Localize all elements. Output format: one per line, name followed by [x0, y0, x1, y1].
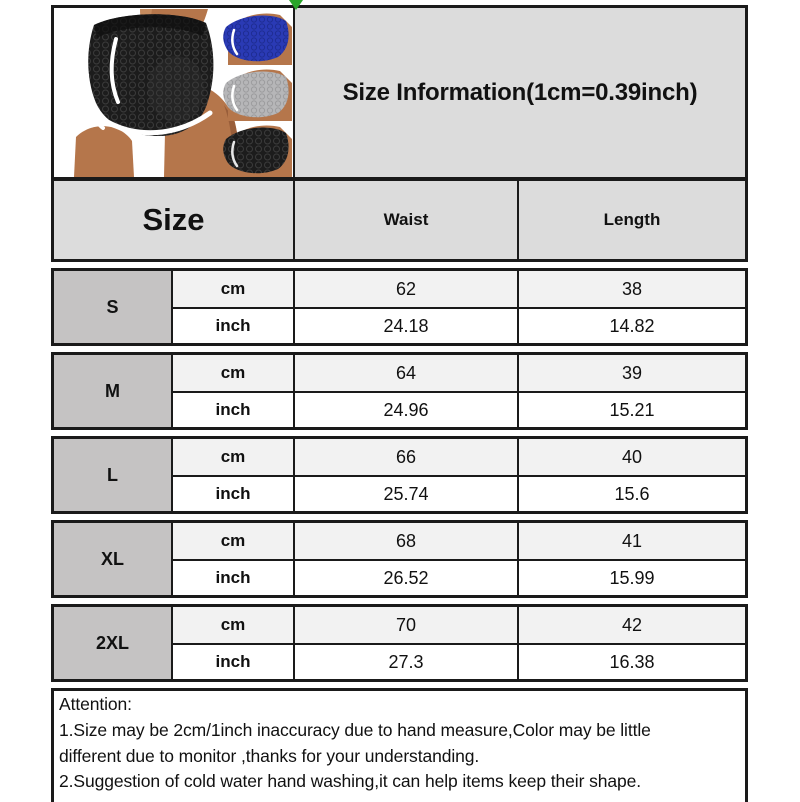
product-header-row: Size Information(1cm=0.39inch)	[51, 5, 748, 179]
unit-label-inch: inch	[173, 391, 295, 427]
attention-title: Attention:	[59, 694, 132, 714]
col-header-size: Size	[54, 181, 295, 259]
unit-label-inch: inch	[173, 643, 295, 679]
length-inch-value: 15.99	[519, 559, 745, 595]
unit-label-cm: cm	[173, 271, 295, 307]
waist-cm-value: 64	[295, 355, 519, 391]
table-row-m: M cm 64 39 inch 24.96 15.21	[51, 352, 748, 430]
variant-gray	[222, 69, 292, 121]
unit-label-cm: cm	[173, 439, 295, 475]
length-inch-value: 14.82	[519, 307, 745, 343]
unit-label-cm: cm	[173, 523, 295, 559]
attention-note: Attention: 1.Size may be 2cm/1inch inacc…	[51, 688, 748, 802]
size-label: XL	[54, 523, 173, 595]
attention-line: 2.Suggestion of cold water hand washing,…	[59, 771, 642, 792]
page-title: Size Information(1cm=0.39inch)	[295, 8, 745, 177]
attention-line: different due to monitor ,thanks for you…	[59, 745, 480, 766]
waist-inch-value: 24.18	[295, 307, 519, 343]
waist-cm-value: 66	[295, 439, 519, 475]
waist-inch-value: 24.96	[295, 391, 519, 427]
size-chart-sheet: Size Information(1cm=0.39inch) Size Wais…	[51, 5, 748, 802]
table-row-xl: XL cm 68 41 inch 26.52 15.99	[51, 520, 748, 598]
waist-inch-value: 26.52	[295, 559, 519, 595]
unit-label-inch: inch	[173, 307, 295, 343]
waist-cm-value: 68	[295, 523, 519, 559]
length-cm-value: 39	[519, 355, 745, 391]
length-cm-value: 42	[519, 607, 745, 643]
unit-label-inch: inch	[173, 559, 295, 595]
variant-blue	[222, 13, 292, 65]
length-cm-value: 40	[519, 439, 745, 475]
length-inch-value: 16.38	[519, 643, 745, 679]
size-label: S	[54, 271, 173, 343]
unit-label-cm: cm	[173, 355, 295, 391]
unit-label-inch: inch	[173, 475, 295, 511]
shorts-photo-illustration	[55, 8, 292, 177]
length-cm-value: 38	[519, 271, 745, 307]
length-inch-value: 15.6	[519, 475, 745, 511]
variant-black	[222, 125, 292, 177]
column-header-row: Size Waist Length	[51, 179, 748, 262]
size-label: 2XL	[54, 607, 173, 679]
table-row-l: L cm 66 40 inch 25.74 15.6	[51, 436, 748, 514]
size-label: M	[54, 355, 173, 427]
waist-cm-value: 70	[295, 607, 519, 643]
waist-inch-value: 25.74	[295, 475, 519, 511]
green-corner-icon	[289, 0, 303, 10]
product-photo	[54, 8, 295, 177]
length-inch-value: 15.21	[519, 391, 745, 427]
table-row-s: S cm 62 38 inch 24.18 14.82	[51, 268, 748, 346]
size-label: L	[54, 439, 173, 511]
length-cm-value: 41	[519, 523, 745, 559]
attention-line: 1.Size may be 2cm/1inch inaccuracy due t…	[59, 719, 651, 740]
waist-inch-value: 27.3	[295, 643, 519, 679]
table-row-2xl: 2XL cm 70 42 inch 27.3 16.38	[51, 604, 748, 682]
col-header-length: Length	[519, 181, 745, 259]
unit-label-cm: cm	[173, 607, 295, 643]
waist-cm-value: 62	[295, 271, 519, 307]
col-header-waist: Waist	[295, 181, 519, 259]
